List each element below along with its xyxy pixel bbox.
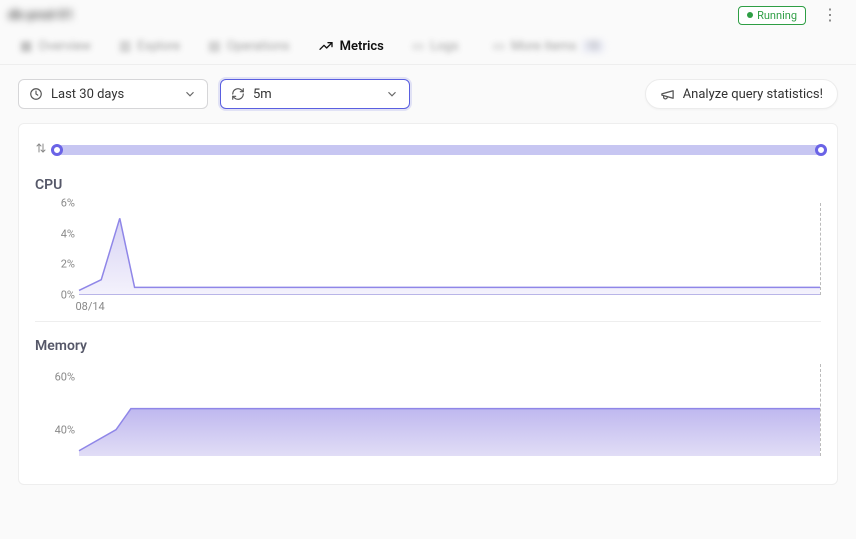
analyze-button[interactable]: Analyze query statistics! xyxy=(645,79,838,109)
tab-metrics[interactable]: Metrics xyxy=(318,38,384,54)
more-menu-button[interactable]: ⋮ xyxy=(816,7,844,23)
cpu-baseline xyxy=(79,294,820,295)
metrics-icon xyxy=(318,38,334,54)
time-range-label: Last 30 days xyxy=(51,87,124,102)
metrics-panel: CPU 0%2%4%6%08/14 Memory 40%60% xyxy=(18,123,838,485)
memory-section-title: Memory xyxy=(35,338,821,354)
ytick-label: 40% xyxy=(55,423,75,436)
status-text: Running xyxy=(757,9,797,22)
ytick-label: 4% xyxy=(61,227,75,240)
page-header: db-prod-01 Running ⋮ xyxy=(0,0,856,30)
time-slider[interactable] xyxy=(57,145,821,155)
tab-badge: 12 xyxy=(582,40,603,53)
interval-dropdown[interactable]: 5m xyxy=(220,79,410,109)
status-badge: Running xyxy=(738,6,806,25)
slider-handle-start[interactable] xyxy=(51,144,63,156)
tab-metrics-label: Metrics xyxy=(340,39,384,54)
tab-explore[interactable]: ▥Explore xyxy=(119,39,180,54)
refresh-icon xyxy=(231,87,245,101)
cpu-chart: 0%2%4%6%08/14 xyxy=(35,203,821,295)
controls-row: Last 30 days 5m Analyze query statistics… xyxy=(0,65,856,123)
ytick-label: 0% xyxy=(61,289,75,302)
xtick-label: 08/14 xyxy=(75,300,104,313)
status-dot-icon xyxy=(747,12,753,18)
tabs-bar: ▦Overview ▥Explore ▤Operations Metrics ▭… xyxy=(0,30,856,65)
time-slider-row xyxy=(35,138,821,171)
slider-handle-end[interactable] xyxy=(815,144,827,156)
memory-chart: 40% 60% xyxy=(35,364,821,456)
ytick-label: 6% xyxy=(61,197,75,210)
tab-operations[interactable]: ▤Operations xyxy=(208,39,289,54)
header-left: db-prod-01 xyxy=(8,8,74,23)
analyze-label: Analyze query statistics! xyxy=(683,87,823,102)
tab-more[interactable]: ▭More items 12 xyxy=(493,39,604,54)
tab-logs[interactable]: ▭Logs xyxy=(412,39,459,54)
slider-adjust-icon xyxy=(35,142,47,157)
clock-icon xyxy=(29,87,43,101)
section-divider xyxy=(35,321,821,322)
chevron-down-icon xyxy=(183,87,197,101)
megaphone-icon xyxy=(660,87,675,102)
tab-overview[interactable]: ▦Overview xyxy=(20,39,91,54)
interval-label: 5m xyxy=(253,87,272,102)
resource-title: db-prod-01 xyxy=(8,8,74,23)
chevron-down-icon xyxy=(385,87,399,101)
memory-plot-area: 40%60% xyxy=(79,364,821,456)
cpu-section-title: CPU xyxy=(35,177,821,193)
ytick-label: 60% xyxy=(55,371,75,384)
cpu-plot-area: 0%2%4%6%08/14 xyxy=(79,203,821,295)
ytick-label: 2% xyxy=(61,258,75,271)
time-range-dropdown[interactable]: Last 30 days xyxy=(18,79,208,109)
header-right: Running ⋮ xyxy=(738,6,844,25)
